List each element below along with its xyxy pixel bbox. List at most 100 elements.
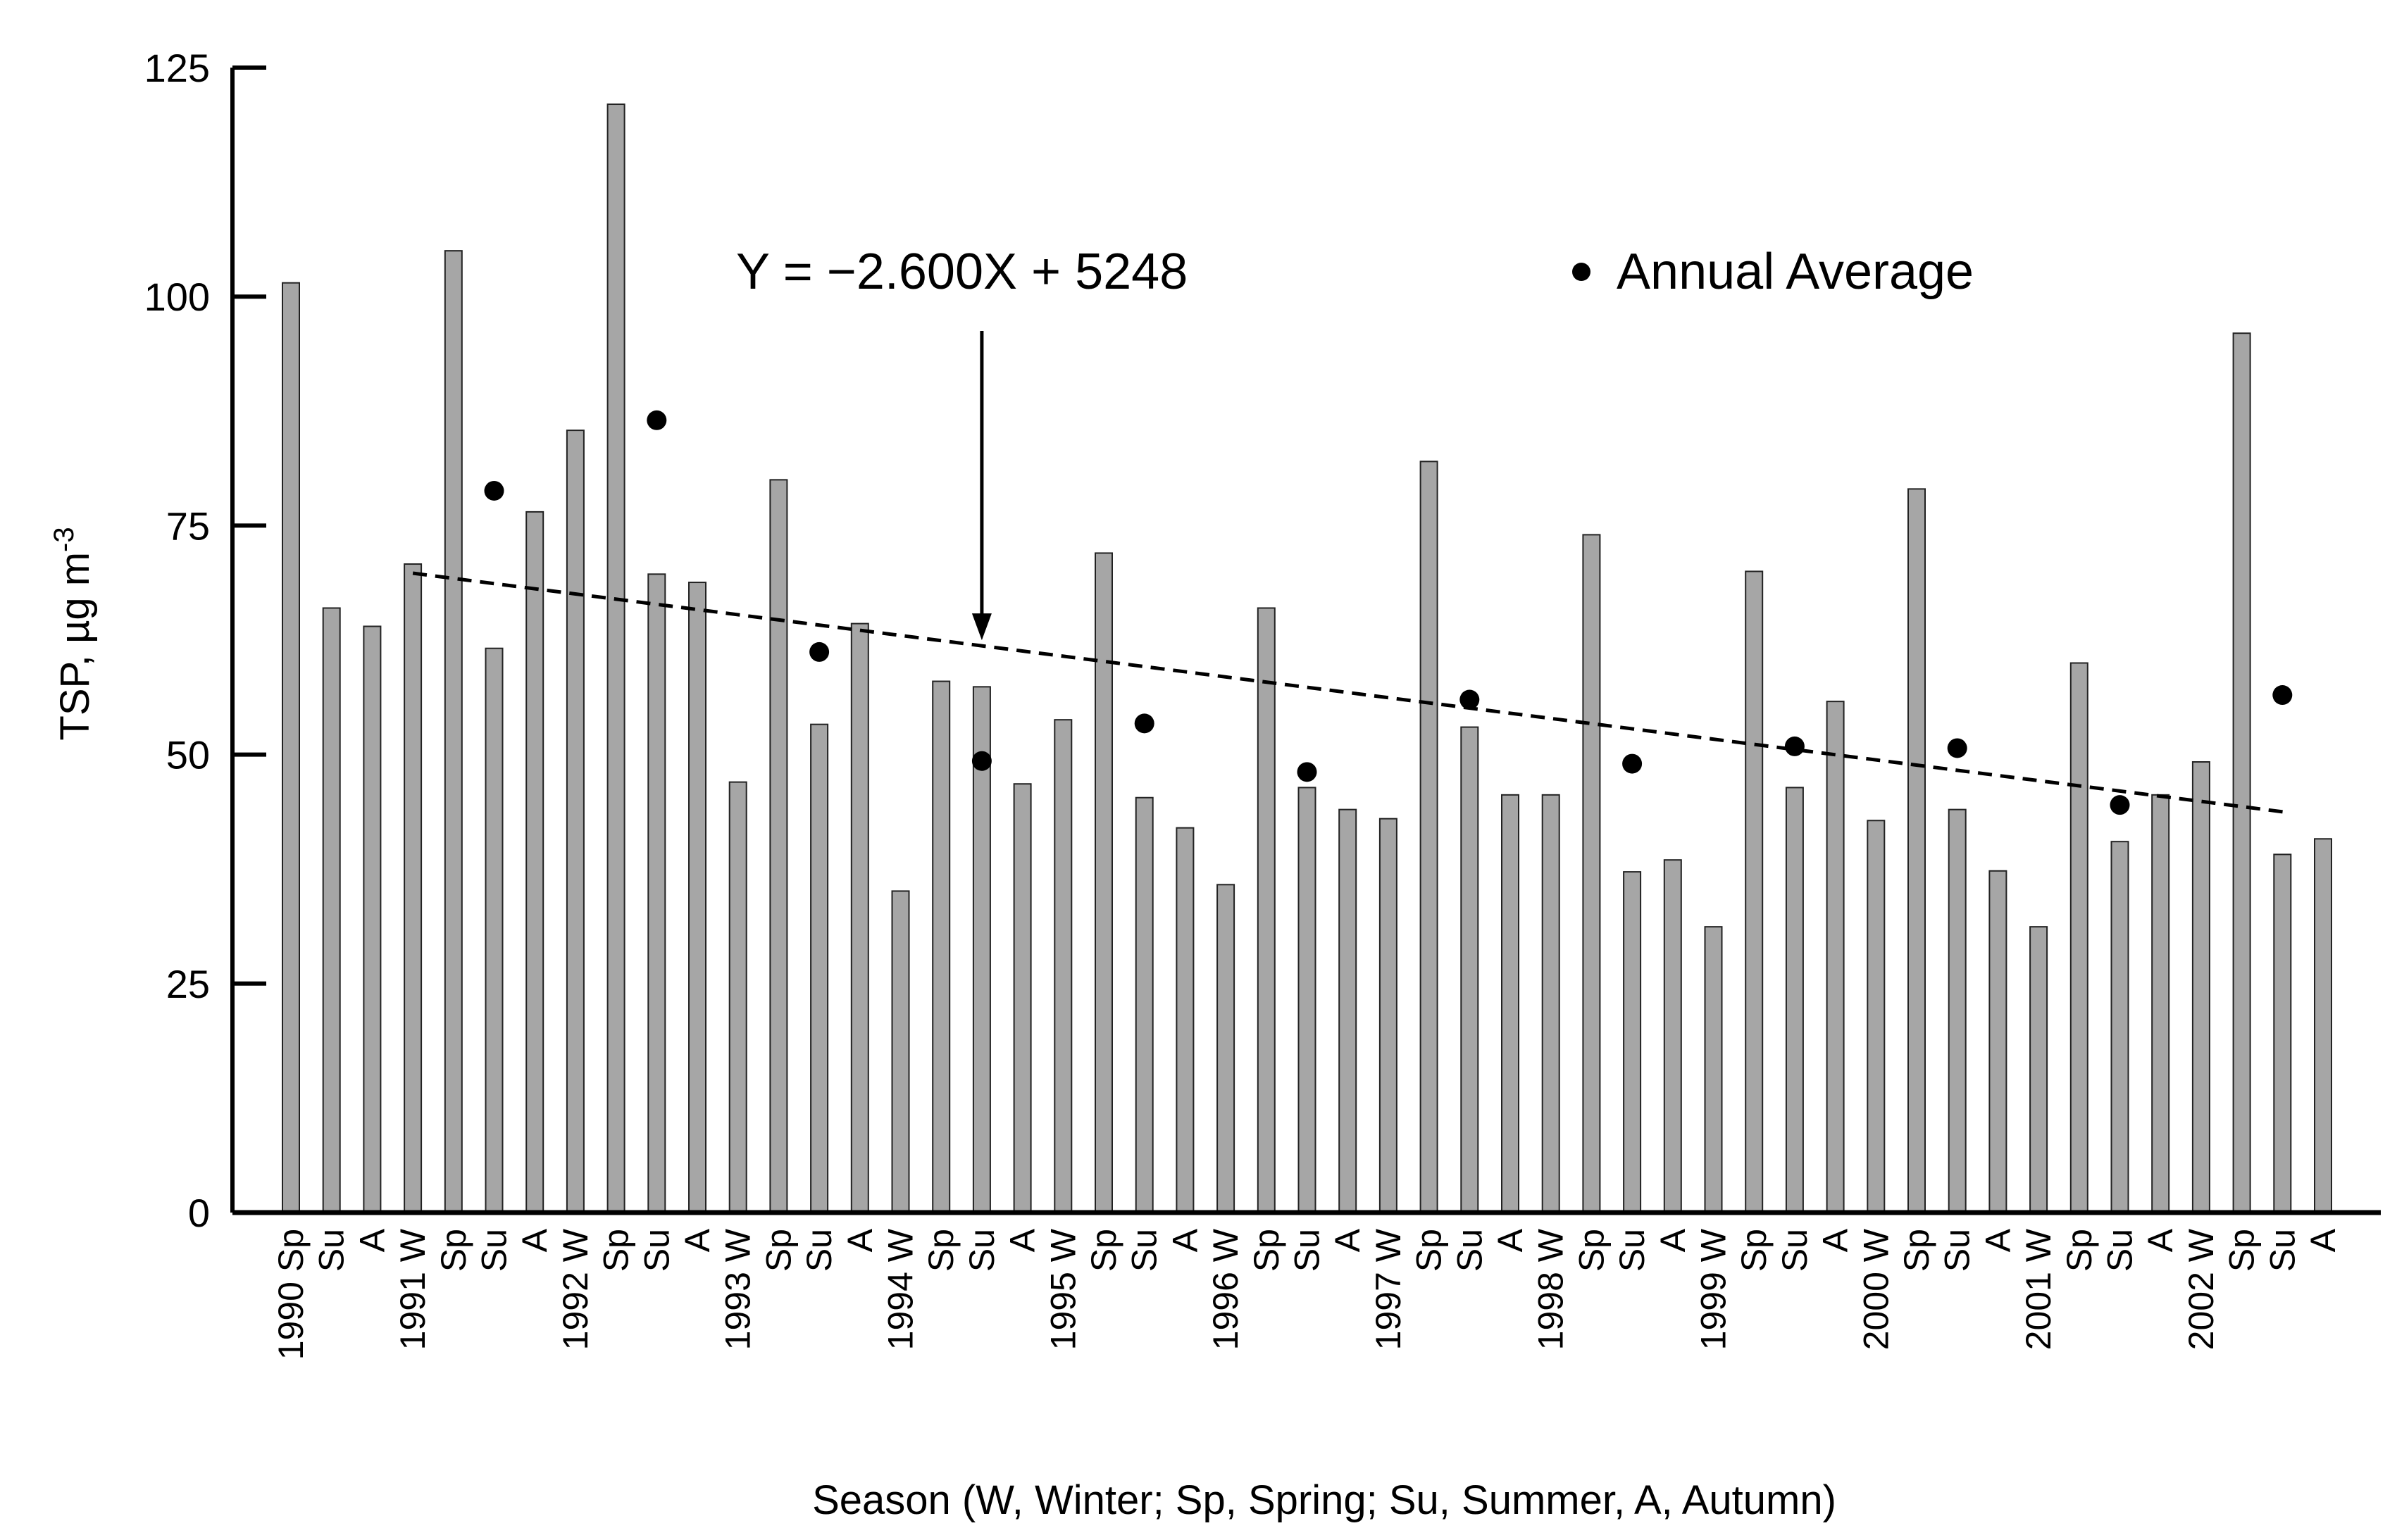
y-tick-label: 50 <box>166 733 210 777</box>
annual-average-point <box>1947 738 1967 758</box>
x-category-label: A <box>1003 1228 1042 1252</box>
x-category-label: Su <box>1938 1229 1977 1272</box>
x-category-label: A <box>1978 1228 2017 1252</box>
x-category-label: 1996 W <box>1206 1228 1245 1350</box>
annual-average-point <box>1297 762 1317 782</box>
y-tick-label: 125 <box>144 46 210 90</box>
x-category-label: 1997 W <box>1369 1228 1408 1350</box>
x-category-label: A <box>1165 1228 1204 1252</box>
bar <box>2069 662 2088 1213</box>
y-axis-title-main: TSP, µg m <box>52 552 98 741</box>
x-category-label: Sp <box>2222 1229 2262 1272</box>
bar <box>1419 461 1438 1213</box>
x-category-label: Su <box>2262 1229 2302 1272</box>
bar <box>1582 534 1601 1213</box>
bar <box>1948 808 1967 1213</box>
bar <box>1054 719 1073 1213</box>
x-category-label: 1998 W <box>1531 1228 1571 1350</box>
bar <box>1785 787 1804 1214</box>
x-category-label: A <box>2141 1228 2180 1252</box>
x-category-label: Su <box>312 1229 351 1272</box>
bar <box>2232 332 2251 1213</box>
bar <box>1826 701 1845 1213</box>
annual-average-point <box>2272 685 2293 706</box>
bar <box>322 607 341 1213</box>
x-category-label: Sp <box>921 1229 961 1272</box>
y-tick-label: 75 <box>166 503 210 548</box>
x-category-label: Su <box>1450 1229 1489 1272</box>
annual-average-point <box>1134 713 1154 734</box>
x-category-label: Sp <box>597 1229 636 1272</box>
annual-average-point <box>484 480 504 501</box>
x-category-label: 2001 W <box>2019 1228 2058 1350</box>
annual-average-point <box>1784 736 1805 756</box>
trend-arrow-head <box>971 613 992 641</box>
x-category-label: A <box>515 1228 554 1252</box>
bar <box>647 573 666 1213</box>
legend-annual-average-marker <box>1572 263 1590 281</box>
x-category-label: Su <box>962 1229 1002 1272</box>
x-category-label: Su <box>799 1229 839 1272</box>
x-category-label: A <box>678 1228 717 1252</box>
bar <box>2273 853 2292 1213</box>
bar <box>1623 871 1642 1214</box>
x-category-label: 1992 W <box>556 1228 595 1350</box>
x-category-label: 1995 W <box>1043 1228 1083 1350</box>
y-axis-title: TSP, µg m-3 <box>49 527 98 740</box>
bar <box>1257 607 1276 1213</box>
y-axis: 0 25 50 75 100 125 <box>144 46 266 1235</box>
bar <box>485 647 504 1213</box>
bar <box>606 104 625 1214</box>
x-category-label: Sp <box>1571 1229 1611 1272</box>
bar <box>1216 884 1235 1213</box>
y-tick-label: 100 <box>144 275 210 319</box>
annual-average-series <box>484 410 2293 815</box>
x-category-label: Su <box>475 1229 514 1272</box>
x-category-label: 1993 W <box>718 1228 758 1350</box>
x-category-label: 1999 W <box>1694 1228 1733 1350</box>
x-category-label: Sp <box>1897 1229 1936 1272</box>
bar <box>810 723 829 1213</box>
bar <box>404 563 423 1213</box>
bar <box>769 479 788 1213</box>
bar <box>1338 808 1357 1213</box>
x-category-label: Sp <box>1409 1229 1449 1272</box>
x-axis-category-labels: 1990 Sp Su A 1991 W Sp Su A 1992 W Sp Su A 1993 W Sp… <box>271 1228 2343 1360</box>
bar <box>1176 827 1195 1213</box>
x-axis-title: Season (W, Winter; Sp, Spring; Su, Summe… <box>812 1477 1836 1523</box>
x-category-label: 1991 W <box>393 1228 432 1350</box>
x-category-label: 2002 W <box>2181 1228 2221 1350</box>
x-category-label: Sp <box>2060 1229 2099 1272</box>
x-category-label: Sp <box>1734 1229 1774 1272</box>
annual-average-point <box>971 751 992 771</box>
bar <box>1501 794 1519 1213</box>
x-category-label: Su <box>1775 1229 1814 1272</box>
x-category-label: Su <box>1288 1229 1327 1272</box>
bar <box>2151 794 2170 1213</box>
bar <box>932 680 951 1213</box>
bar-series <box>282 104 2332 1214</box>
bar <box>728 781 747 1213</box>
bar <box>1663 859 1682 1214</box>
y-axis-title-superscript: -3 <box>49 527 80 552</box>
bar <box>282 282 300 1213</box>
x-category-label: A <box>1328 1228 1367 1252</box>
y-tick-label: 25 <box>166 962 210 1006</box>
x-category-label: Sp <box>759 1229 798 1272</box>
bar <box>1867 820 1886 1213</box>
x-category-label: A <box>352 1228 392 1252</box>
annual-average-point <box>1622 753 1643 774</box>
x-category-label: A <box>2303 1228 2343 1252</box>
bar <box>444 250 463 1213</box>
x-category-label: 1990 Sp <box>271 1229 311 1360</box>
bar <box>1135 796 1154 1213</box>
bar <box>2110 841 2129 1213</box>
bar <box>1541 794 1560 1213</box>
bar <box>1745 570 1764 1213</box>
bar <box>2029 926 2048 1213</box>
y-tick-label: 0 <box>188 1191 210 1235</box>
annual-average-point <box>809 641 830 662</box>
annual-average-point <box>2110 795 2130 815</box>
x-category-label: A <box>840 1228 880 1252</box>
